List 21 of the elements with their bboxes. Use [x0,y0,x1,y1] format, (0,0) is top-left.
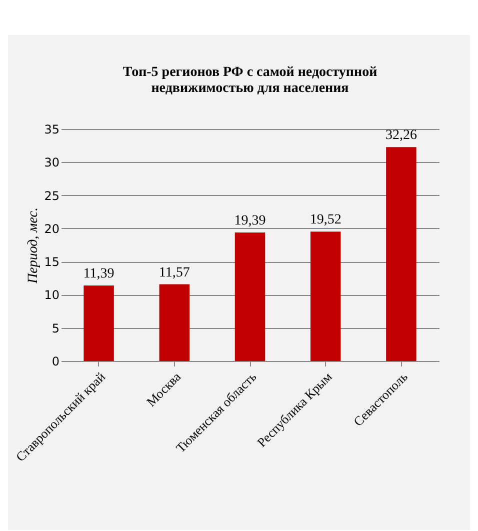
data-label: 19,52 [310,212,342,228]
text: недвижимостью для населения [151,81,349,96]
y-tick-label: 25 [44,188,60,203]
bar [234,232,266,361]
data-label: 11,39 [83,266,114,282]
text: Топ-5 регионов РФ с самой недоступной [122,65,378,80]
data-label: 32,26 [385,128,417,144]
data-label: 11,57 [158,265,190,280]
y-tick-label: 5 [52,321,60,336]
bar [310,232,341,361]
y-axis-title: Период, мес. [26,208,42,284]
data-label: 19,39 [234,213,266,228]
bar [159,284,190,361]
y-tick-label: 30 [44,156,60,170]
bar [84,286,114,361]
y-tick-label: 20 [44,222,60,236]
y-tick-label: 10 [44,288,60,302]
y-tick-label: 0 [52,354,60,368]
y-tick-label: 35 [44,122,60,136]
bar [386,147,416,361]
y-tick-label: 15 [44,255,60,270]
